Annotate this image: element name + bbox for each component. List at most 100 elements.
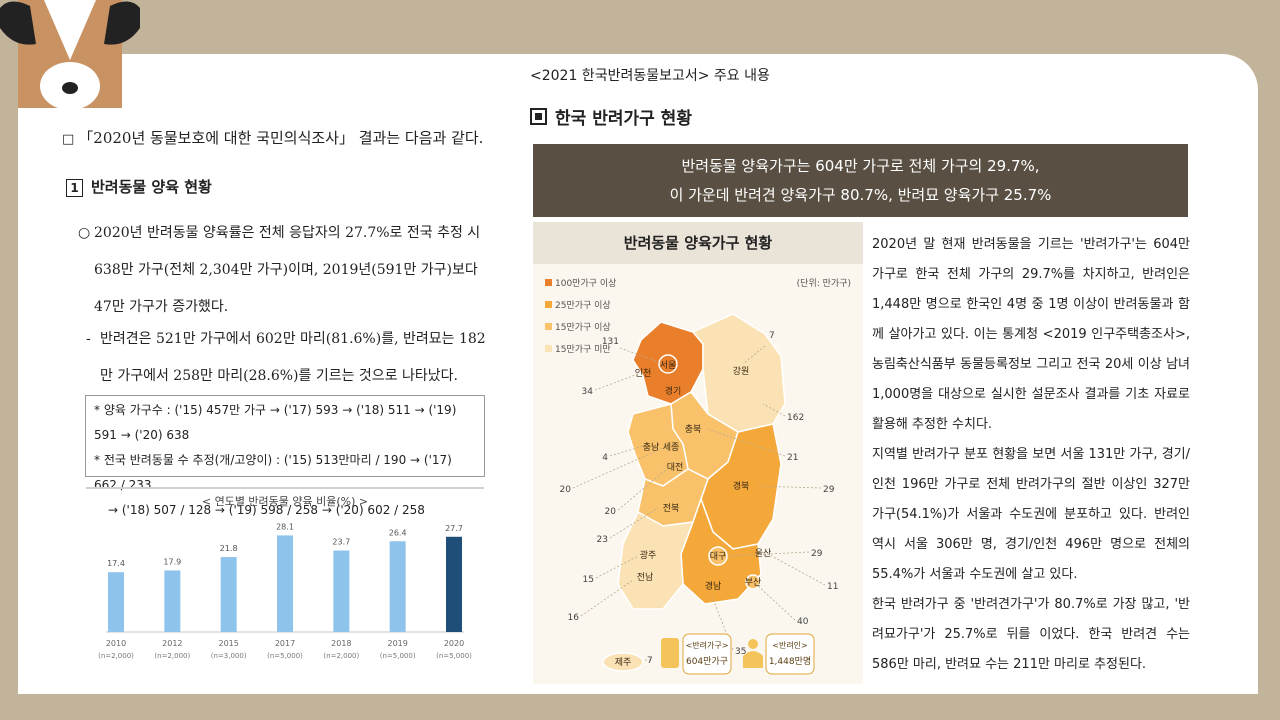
label-gyeonggi: 경기 <box>665 385 682 397</box>
section-title-text: 반려동물 양육 현황 <box>91 178 212 196</box>
section-title-1: 1 반려동물 양육 현황 <box>66 176 212 197</box>
map-unit: (단위: 만가구) <box>797 278 851 289</box>
section-number: 1 <box>66 178 83 197</box>
korea-section-title: 한국 반려가구 현황 <box>530 104 692 129</box>
label-jeonnam: 전남 <box>637 572 654 583</box>
badge-households <box>682 633 732 675</box>
bar-2018 <box>333 550 350 632</box>
value-ulsan: 11 <box>827 582 838 592</box>
x-tick-2015: 2015 <box>218 639 238 648</box>
bullet-marker: ○ <box>78 225 91 241</box>
bar-2017 <box>277 535 293 632</box>
value-gyeongbuk: 29 <box>823 485 835 495</box>
value-chungnam: 4 <box>602 453 608 463</box>
bar-value-2017: 28.1 <box>276 522 294 531</box>
map-panel: 반려동물 양육가구 현황 100만가구 이상 25만가구 이상 15만가구 이상… <box>533 222 863 684</box>
region-busan <box>745 574 761 590</box>
bar-value-2015: 21.8 <box>220 544 238 553</box>
legend-low: 15만가구 미만 <box>555 344 611 355</box>
leader-chungbuk <box>707 428 786 457</box>
label-sejong: 세종 <box>663 442 680 453</box>
legend-15: 15만가구 이상 <box>555 322 611 333</box>
x-sublabel-2020: (n=5,000) <box>436 652 472 660</box>
label-incheon: 인천 <box>635 368 652 379</box>
x-tick-2010: 2010 <box>106 639 126 648</box>
value-jeonbuk: 23 <box>597 535 608 545</box>
bar-value-2019: 26.4 <box>389 528 407 537</box>
label-daegu: 대구 <box>710 551 727 562</box>
value-seoul: 131 <box>602 337 619 347</box>
label-seoul: 서울 <box>660 360 677 371</box>
dog-cat-text: 반려견은 521만 가구에서 602만 마리(81.6%)를, 반려묘는 182… <box>100 331 486 384</box>
note-pets-line2: → ('18) 507 / 128 → ('19) 598 / 258 → ('… <box>108 503 425 517</box>
x-sublabel-2017: (n=5,000) <box>267 652 303 660</box>
household-icon <box>661 638 679 668</box>
badge-people-value: 1,448만명 <box>769 656 811 667</box>
x-tick-2017: 2017 <box>275 639 295 648</box>
ownership-paragraph: ○ 2020년 반려동물 양육률은 전체 응답자의 27.7%로 전국 추정 시… <box>78 215 486 326</box>
person-icon <box>743 651 763 668</box>
region-jeonnam <box>617 510 695 610</box>
banner-line-2: 이 가운데 반려견 양육가구 80.7%, 반려묘 양육가구 25.7% <box>669 186 1052 204</box>
legend-swatch-25 <box>545 301 552 308</box>
value-daegu: 29 <box>811 549 823 559</box>
label-daejeon: 대전 <box>667 462 684 473</box>
survey-heading-text: 「2020년 동물보호에 대한 국민의식조사」 결과는 다음과 같다. <box>78 129 484 147</box>
legend-swatch-low <box>545 345 552 352</box>
leader-gangwon-162 <box>762 403 786 417</box>
value-gangwon-a: 7 <box>769 331 775 341</box>
value-daejeon: 20 <box>605 507 617 517</box>
bar-2019 <box>389 541 406 632</box>
value-incheon: 34 <box>582 387 594 397</box>
badge-households-label: <반려가구> <box>686 640 729 650</box>
leader-ulsan <box>767 553 826 586</box>
map-title: 반려동물 양육가구 현황 <box>533 222 863 264</box>
bar-value-2020: 27.7 <box>445 524 463 533</box>
label-gyeongnam: 경남 <box>705 580 722 592</box>
region-jeju <box>602 652 644 672</box>
label-chungnam: 충남 <box>643 442 660 453</box>
ownership-text: 2020년 반려동물 양육률은 전체 응답자의 27.7%로 전국 추정 시 6… <box>94 225 481 315</box>
value-busan: 35 <box>735 647 746 657</box>
banner-line-1: 반려동물 양육가구는 604만 가구로 전체 가구의 29.7%, <box>681 157 1040 175</box>
label-busan: 부산 <box>745 577 762 588</box>
bar-value-2010: 17.4 <box>107 559 125 568</box>
summary-banner: 반려동물 양육가구는 604만 가구로 전체 가구의 29.7%, 이 가운데 … <box>533 144 1188 217</box>
dash-marker: - <box>86 331 91 347</box>
x-tick-2018: 2018 <box>331 639 351 648</box>
bar-2020 <box>446 536 462 632</box>
survey-heading: □ 「2020년 동물보호에 대한 국민의식조사」 결과는 다음과 같다. <box>62 129 484 147</box>
label-jeonbuk: 전북 <box>663 503 680 514</box>
leader-jeonbuk <box>609 507 659 539</box>
bar-value-2018: 23.7 <box>332 538 350 547</box>
x-tick-2012: 2012 <box>162 639 182 648</box>
report-paragraph-3: 한국 반려가구 중 '반려견가구'가 80.7%로 가장 많고, '반려묘가구'… <box>872 597 1190 672</box>
value-jeju: 7 <box>647 656 653 666</box>
badge-people <box>765 633 815 675</box>
x-tick-2019: 2019 <box>387 639 407 648</box>
ownership-rate-chart: < 연도별 반려동물 양육 비율(%) > 17.4 2010 (n=2,000) 1… <box>86 487 484 660</box>
x-tick-2020: 2020 <box>444 639 464 648</box>
x-sublabel-2012: (n=2,000) <box>154 652 190 660</box>
value-gangwon-b: 162 <box>787 413 804 423</box>
leader-chungnam <box>609 445 644 457</box>
x-sublabel-2018: (n=2,000) <box>323 652 359 660</box>
label-chungbuk: 충북 <box>685 424 702 435</box>
badge-households-value: 604만가구 <box>686 656 728 667</box>
legend-swatch-100 <box>545 279 552 286</box>
leader-incheon <box>594 373 639 391</box>
badge-people-label: <반려인> <box>772 640 808 650</box>
x-sublabel-2015: (n=3,000) <box>211 652 247 660</box>
label-gyeongbuk: 경북 <box>733 480 750 492</box>
leader-gangwon-7 <box>742 345 766 365</box>
korea-section-text: 한국 반려가구 현황 <box>555 109 692 129</box>
value-jeonnam: 16 <box>568 613 580 623</box>
note-box: * 양육 가구수 : ('15) 457만 가구 → ('17) 593 → (… <box>85 395 485 517</box>
chart-title: < 연도별 반려동물 양육 비율(%) > <box>202 495 368 508</box>
leader-sejong <box>572 447 664 489</box>
leader-jeonnam <box>580 579 634 617</box>
label-gwangju: 광주 <box>640 549 657 561</box>
value-gwangju: 15 <box>583 575 594 585</box>
person-head-icon <box>748 639 758 649</box>
leader-seoul <box>619 347 660 363</box>
